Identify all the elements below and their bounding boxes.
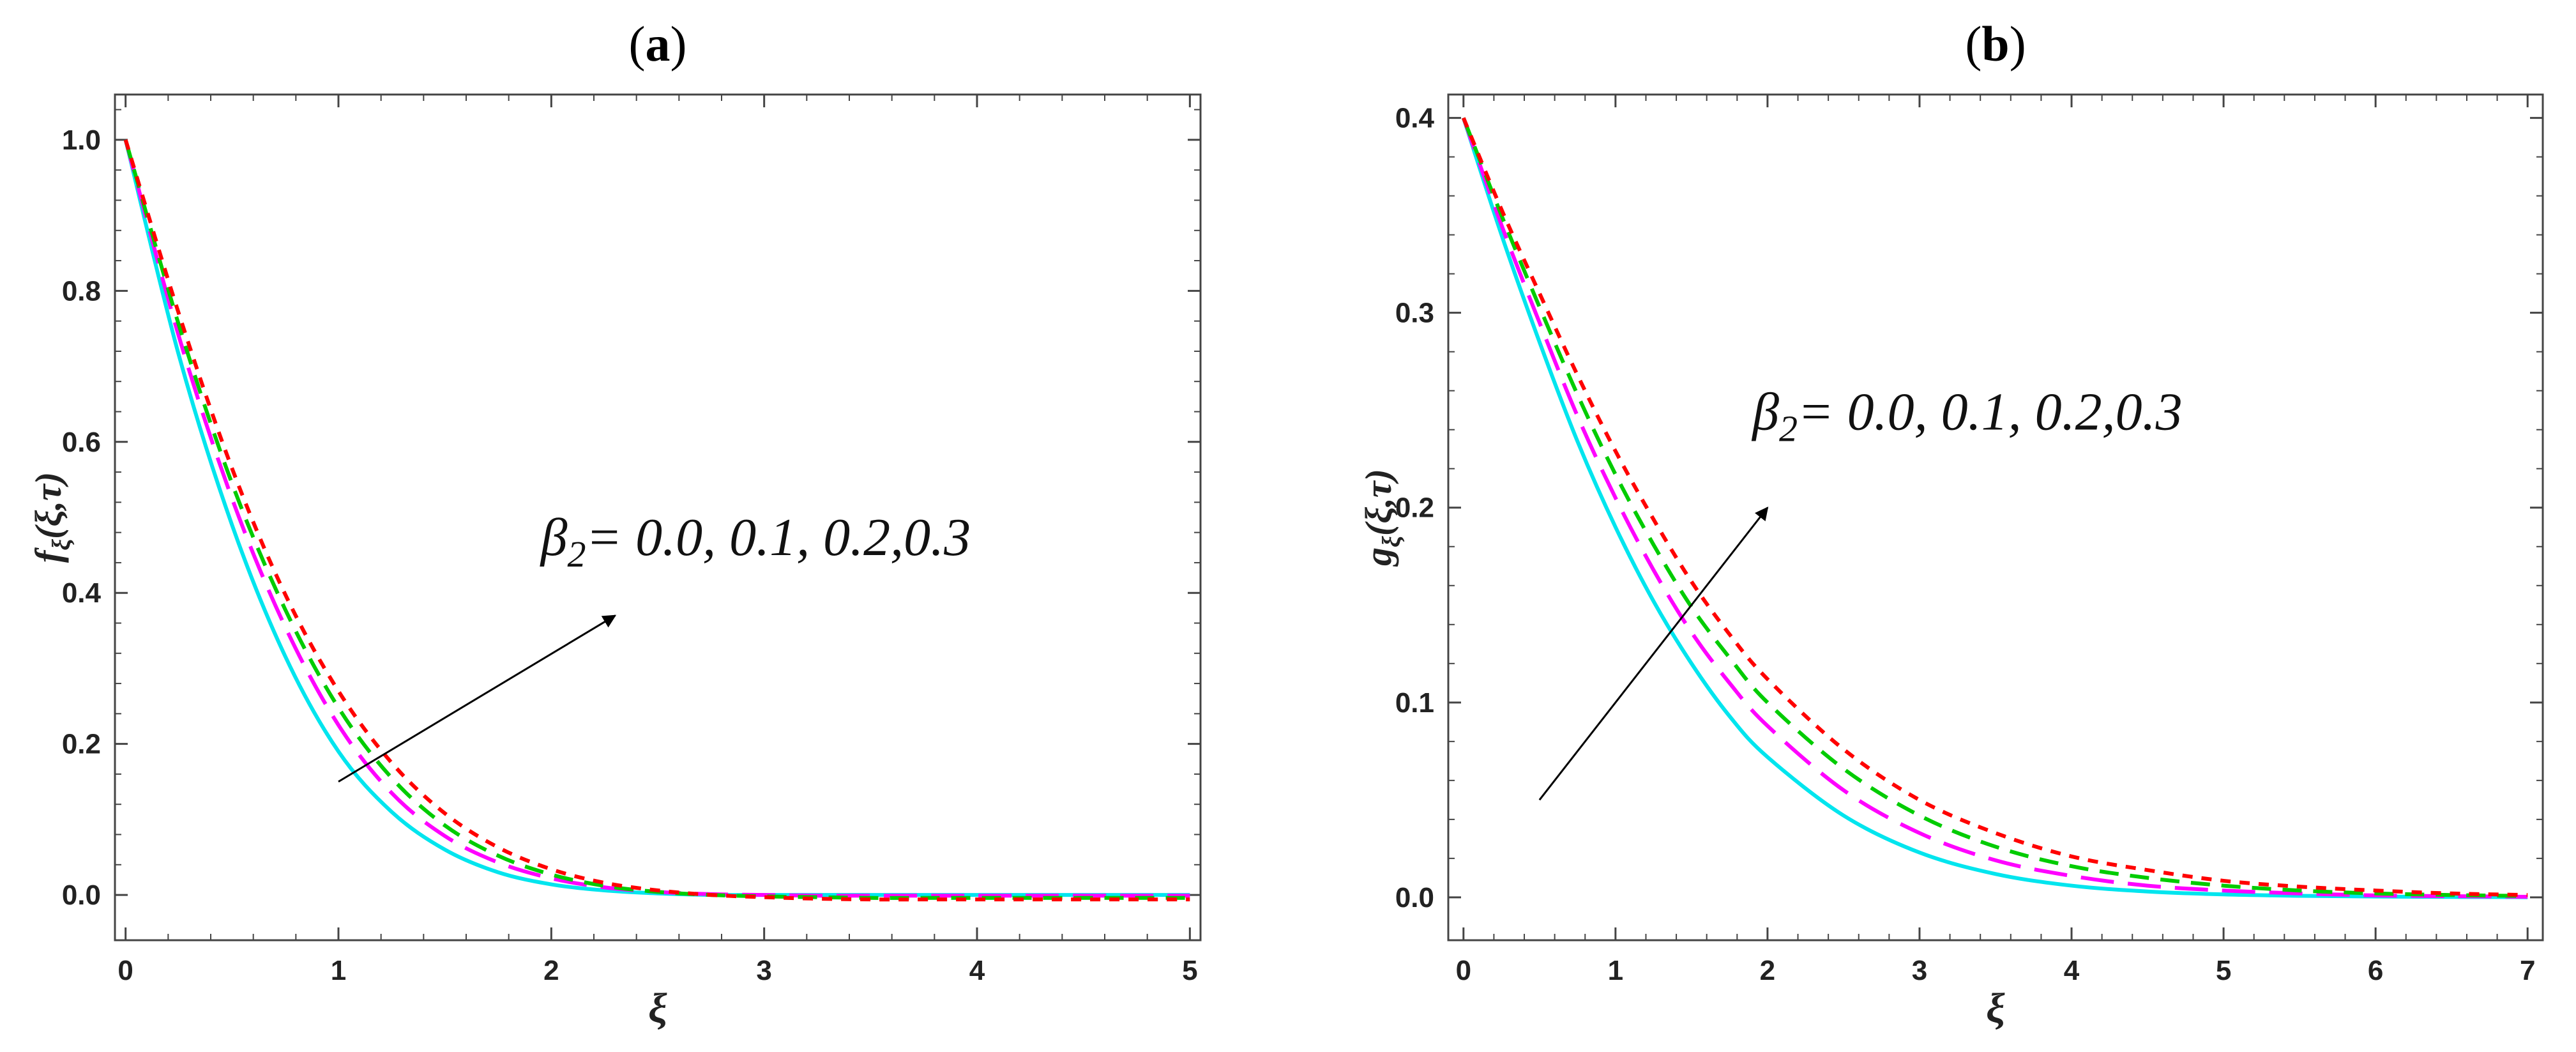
y-axis-label: fξ(ξ,τ)	[27, 472, 75, 563]
x-tick-label: 2	[1760, 955, 1775, 986]
annotation-label: β2= 0.0, 0.1, 0.2,0.3	[1751, 383, 2183, 450]
y-tick-label: 0.2	[62, 729, 101, 760]
x-tick-label: 0	[117, 955, 133, 986]
annotation-values: = 0.0, 0.1, 0.2,0.3	[586, 508, 971, 567]
y-axis-label-main: g	[1358, 547, 1399, 567]
series-line-2	[1462, 117, 2528, 898]
annotation-symbol: β	[1751, 383, 1779, 442]
x-axis-label: ξ	[1986, 985, 2005, 1032]
x-tick-label: 0	[1456, 955, 1471, 986]
y-tick-label: 0.1	[1395, 687, 1434, 719]
panel-label-letter: b	[1981, 16, 2009, 72]
panel-label-letter: a	[646, 16, 671, 72]
annotation-arrow	[338, 614, 617, 783]
y-tick-label: 0.4	[62, 577, 102, 609]
x-tick-label: 7	[2520, 955, 2535, 986]
y-axis-label: gξ(ξ,τ)	[1358, 469, 1405, 567]
y-axis-label-subscript: ξ	[47, 539, 75, 551]
panel-label-close-paren: )	[2010, 16, 2026, 72]
annotation-values: = 0.0, 0.1, 0.2,0.3	[1798, 383, 2183, 442]
y-tick-label: 0.6	[62, 427, 101, 458]
x-tick-label: 4	[969, 955, 985, 986]
y-tick-label: 1.0	[62, 125, 101, 156]
x-tick-label: 5	[2216, 955, 2231, 986]
x-tick-label: 6	[2368, 955, 2383, 986]
panel-label: (a)	[629, 16, 687, 72]
annotation-subscript: 2	[568, 533, 586, 575]
series-line-1	[1461, 117, 2528, 899]
y-tick-label: 0.8	[62, 275, 101, 307]
x-tick-label: 3	[1912, 955, 1927, 986]
x-axis-label: ξ	[648, 985, 667, 1032]
x-tick-label: 1	[331, 955, 346, 986]
annotation-subscript: 2	[1779, 408, 1798, 450]
y-tick-label: 0.2	[1395, 492, 1434, 524]
series-line-2	[123, 139, 1190, 900]
x-tick-label: 3	[756, 955, 771, 986]
series-line-0	[1461, 117, 2528, 899]
annotation-symbol: β	[540, 508, 568, 567]
y-tick-label: 0.0	[62, 880, 101, 911]
y-tick-label: 0.4	[1395, 103, 1435, 134]
y-tick-label: 0.0	[1395, 882, 1434, 913]
y-axis-label-args: (ξ,τ)	[27, 472, 69, 539]
x-tick-label: 4	[2064, 955, 2080, 986]
panel-label: (b)	[1965, 16, 2026, 72]
x-tick-label: 2	[543, 955, 559, 986]
x-tick-label: 1	[1608, 955, 1623, 986]
plot-frame	[114, 93, 1202, 941]
annotation-label: β2= 0.0, 0.1, 0.2,0.3	[540, 508, 971, 575]
plot-frame	[1447, 93, 2544, 941]
panel-label-close-paren: )	[671, 16, 687, 72]
annotation-arrow	[1538, 507, 1769, 801]
y-tick-label: 0.3	[1395, 298, 1434, 329]
panel-label-open-paren: (	[629, 16, 646, 72]
y-axis-label-args: (ξ,τ)	[1358, 469, 1399, 536]
panel-label-open-paren: (	[1965, 16, 1981, 72]
x-tick-label: 5	[1182, 955, 1197, 986]
series-line-3	[1462, 117, 2528, 897]
y-axis-label-subscript: ξ	[1377, 536, 1405, 547]
